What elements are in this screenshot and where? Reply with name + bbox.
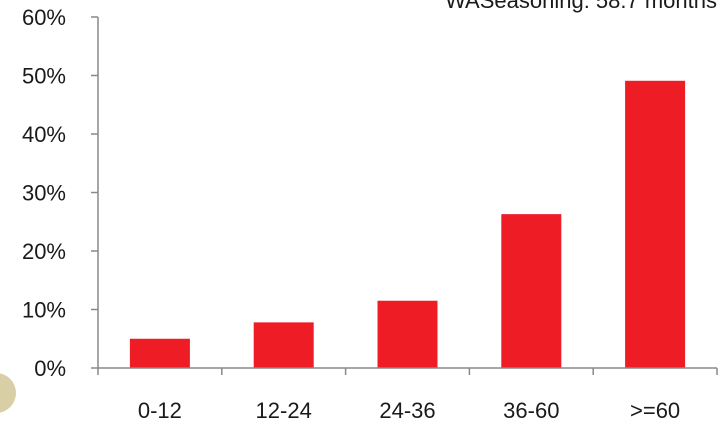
- y-tick-label: 10%: [22, 298, 66, 323]
- y-tick-label: 30%: [22, 181, 66, 206]
- chart-annotation: WASeasoning: 58.7 months: [445, 0, 717, 13]
- bar: [377, 300, 438, 368]
- x-axis: 0-12 12-24 24-36 36-60 >=60: [97, 367, 718, 423]
- x-tick-label: >=60: [630, 398, 680, 423]
- y-tick-label: 0%: [34, 356, 66, 381]
- y-tick-label: 20%: [22, 239, 66, 264]
- bars: [129, 80, 686, 368]
- y-tick-label: 50%: [22, 64, 66, 89]
- y-tick-label: 40%: [22, 122, 66, 147]
- x-tick-label: 24-36: [379, 398, 435, 423]
- y-tick-label: 60%: [22, 5, 66, 30]
- bar: [625, 80, 686, 368]
- y-axis: 0% 10% 20% 30% 40% 50% 60%: [22, 5, 99, 381]
- x-tick-label: 0-12: [138, 398, 182, 423]
- bar: [253, 322, 314, 368]
- bar: [501, 214, 562, 368]
- x-tick-label: 36-60: [503, 398, 559, 423]
- corner-decoration: [0, 373, 16, 413]
- x-tick-label: 12-24: [256, 398, 312, 423]
- bar: [129, 338, 190, 368]
